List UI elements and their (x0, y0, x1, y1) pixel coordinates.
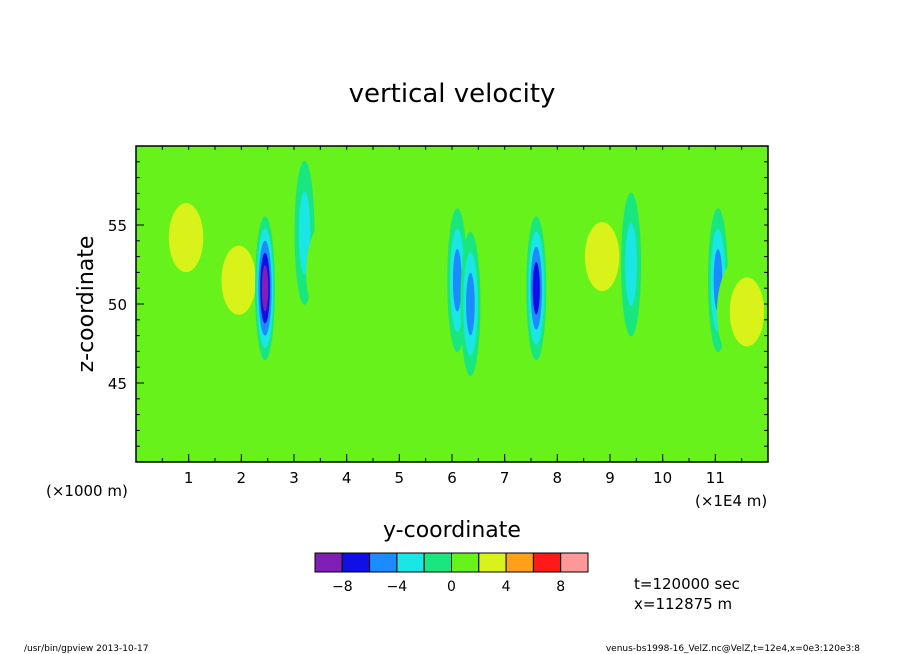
x-tick-label: 3 (289, 469, 299, 487)
contour-updraft-3-1 (306, 212, 367, 333)
colorbar-cell (341, 552, 371, 573)
y-tick-label: 55 (108, 217, 127, 235)
minor-ticks (135, 145, 769, 463)
colorbar-cell (369, 552, 398, 573)
x-axis-label: y-coordinate (383, 518, 521, 543)
y-tick-label: 50 (108, 296, 127, 314)
y-axis-ticks: 45 50 55 (108, 217, 127, 393)
x-tick-label: 2 (237, 469, 247, 487)
colorbar-labels: −8 −4 0 4 8 (332, 579, 565, 595)
colorbar-tick-label: −4 (387, 579, 408, 595)
plot-area (135, 145, 769, 463)
y-tick-label: 45 (108, 375, 127, 393)
x-tick-label: 6 (447, 469, 457, 487)
colorbar-tick-label: −8 (332, 579, 353, 595)
colorbar-tick-label: 4 (502, 579, 511, 595)
x-tick-label: 9 (605, 469, 615, 487)
contour-field (156, 160, 768, 376)
colorbar-cell (423, 552, 453, 573)
contour-downdraft-2-2 (298, 191, 311, 275)
colorbar-cell (532, 552, 562, 573)
colorbar-cell (560, 552, 589, 573)
colorbar-cell (478, 552, 507, 573)
colorbar-cell (396, 552, 425, 573)
contour-downdraft-4-3 (466, 272, 475, 336)
x-axis-ticks: 1 2 3 4 5 6 7 8 9 10 11 (184, 469, 725, 487)
x-unit-left: (×1000 m) (46, 482, 128, 500)
contour-updraft-4-2 (584, 222, 620, 292)
contour-updraft-5-2 (729, 277, 765, 347)
footer-right: venus-bs1998-16_VelZ.nc@VelZ,t=12e4,x=0e… (606, 644, 860, 654)
x-tick-label: 5 (395, 469, 405, 487)
contour-downdraft-5-4 (532, 262, 540, 315)
x-tick-label: 8 (553, 469, 563, 487)
colorbar-tick-label: 8 (556, 579, 565, 595)
colorbar-tick-label: 0 (447, 579, 456, 595)
colorbar-cell (314, 552, 343, 573)
contour-downdraft-6-2 (625, 223, 637, 306)
contour-updraft-2-2 (221, 245, 256, 315)
colorbar-cell (451, 552, 480, 573)
x-tick-label: 11 (706, 469, 725, 487)
contour-downdraft-1-5 (261, 265, 269, 312)
x-tick-label: 10 (653, 469, 672, 487)
position-annotation: x=112875 m (634, 595, 732, 613)
colorbar: −8 −4 0 4 8 (314, 552, 589, 595)
x-unit-right: (×1E4 m) (695, 492, 767, 510)
y-axis-label: z-coordinate (74, 236, 99, 373)
colorbar-cell (505, 552, 534, 573)
contour-updraft-1-2 (168, 203, 204, 273)
colorbar-cells (314, 552, 589, 573)
x-tick-label: 7 (500, 469, 510, 487)
x-tick-label: 1 (184, 469, 194, 487)
x-tick-label: 4 (342, 469, 352, 487)
footer-left: /usr/bin/gpview 2013-10-17 (24, 644, 148, 654)
contour-downdraft-3-3 (452, 249, 462, 312)
chart-title: vertical velocity (349, 79, 556, 109)
time-annotation: t=120000 sec (634, 575, 740, 593)
